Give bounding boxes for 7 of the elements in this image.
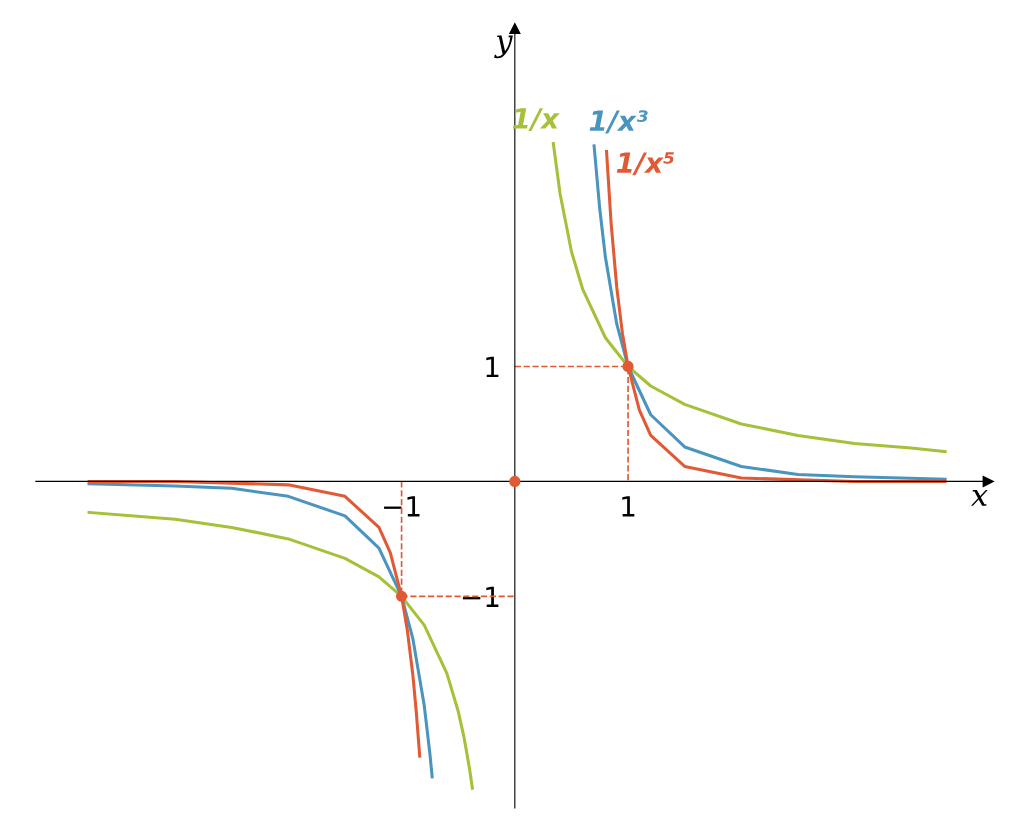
- series-label: 1/x⁵: [616, 152, 674, 176]
- series-label: 1/x³: [589, 110, 648, 134]
- point: [509, 475, 521, 488]
- point: [622, 360, 634, 373]
- y-axis-title: y: [494, 35, 513, 59]
- point: [395, 590, 408, 602]
- x-axis-title: x: [971, 489, 988, 506]
